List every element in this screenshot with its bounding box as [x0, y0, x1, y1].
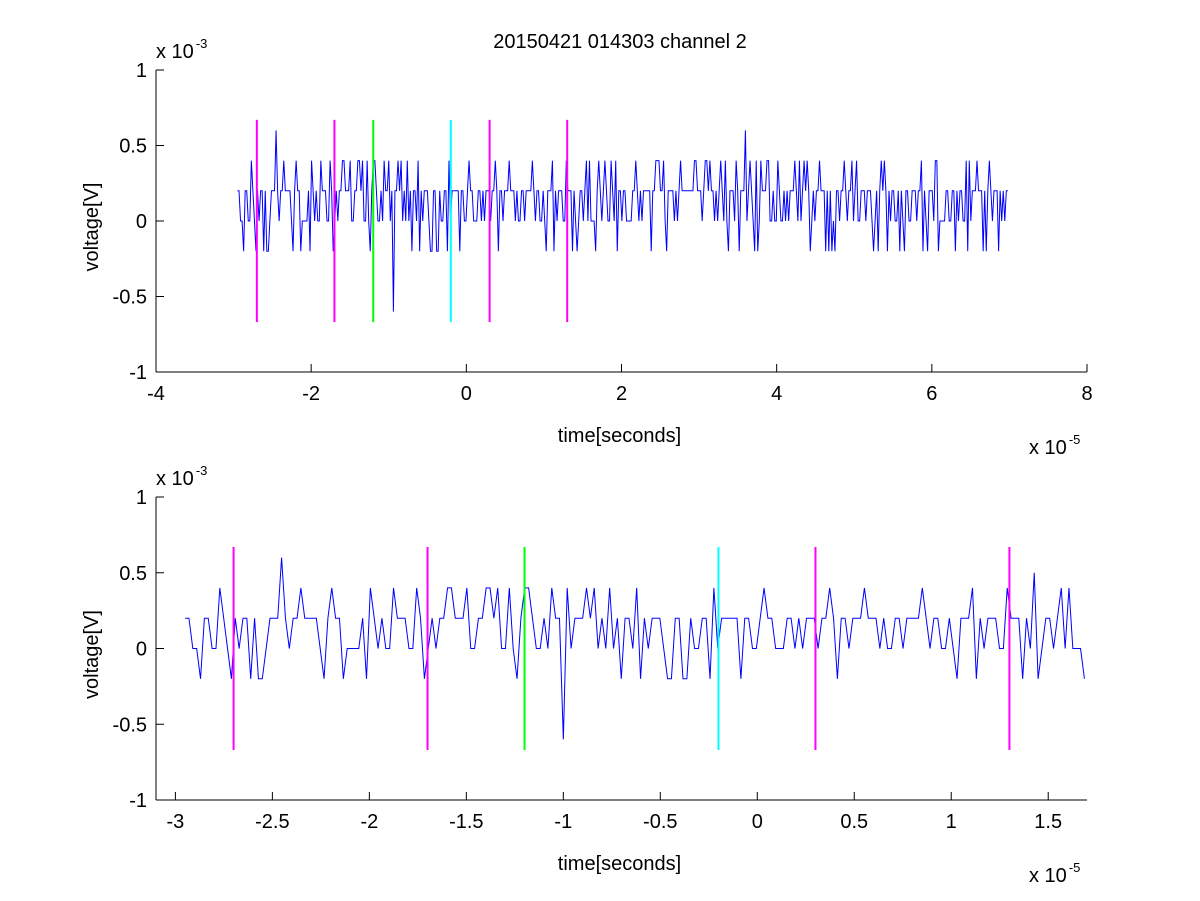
voltage-trace	[237, 130, 1008, 312]
y-tick-label: -1	[129, 790, 147, 812]
x-tick-label: 2	[616, 383, 627, 405]
x-tick-label: -2.5	[255, 811, 289, 833]
x-tick-label: 0.5	[840, 811, 868, 833]
x-tick-label: 0	[461, 383, 472, 405]
figure-title: 20150421 014303 channel 2	[493, 31, 747, 53]
x-multiplier-base: x 10	[1029, 865, 1067, 887]
x-tick-label: -1	[554, 811, 572, 833]
y-multiplier-label: x 10 -3	[156, 36, 207, 63]
y-tick-label: 0.5	[119, 136, 147, 158]
x-tick-label: 0	[752, 811, 763, 833]
y-multiplier-base: x 10	[156, 468, 194, 490]
y-multiplier-label: x 10 -3	[156, 463, 207, 490]
y-multiplier-exponent: -3	[196, 463, 208, 478]
x-tick-label: 6	[926, 383, 937, 405]
x-tick-label: -1.5	[449, 811, 483, 833]
voltage-trace	[185, 557, 1085, 740]
plot-area	[237, 119, 1008, 323]
y-axis-label: voltage[V]	[81, 183, 103, 272]
y-tick-label: -0.5	[113, 714, 147, 736]
x-multiplier-label: x 10 -5	[1029, 860, 1080, 887]
y-axis-label: voltage[V]	[81, 610, 103, 699]
plot-area	[185, 546, 1085, 751]
y-tick-label: -1	[129, 362, 147, 384]
y-tick-label: 1	[136, 487, 147, 509]
x-tick-label: -0.5	[643, 811, 677, 833]
x-tick-label: -3	[166, 811, 184, 833]
x-tick-label: -2	[360, 811, 378, 833]
x-multiplier-exponent: -5	[1069, 860, 1081, 875]
x-multiplier-base: x 10	[1029, 437, 1067, 459]
x-tick-label: -2	[302, 383, 320, 405]
x-multiplier-exponent: -5	[1069, 432, 1081, 447]
y-tick-label: 1	[136, 60, 147, 82]
x-axis-label: time[seconds]	[558, 425, 681, 447]
y-multiplier-base: x 10	[156, 41, 194, 63]
x-axis-label: time[seconds]	[558, 853, 681, 875]
x-tick-label: -4	[147, 383, 165, 405]
y-tick-label: -0.5	[113, 287, 147, 309]
y-tick-label: 0	[136, 211, 147, 233]
x-tick-label: 1.5	[1034, 811, 1062, 833]
plot-top: -4 -2 0 2 4 6 8 -1 -0.5 0 0.5 1 time[seconds] voltage…	[81, 36, 1093, 459]
y-multiplier-exponent: -3	[196, 36, 208, 51]
x-multiplier-label: x 10 -5	[1029, 432, 1080, 459]
y-tick-label: 0.5	[119, 563, 147, 585]
x-tick-label: 1	[946, 811, 957, 833]
y-tick-label: 0	[136, 639, 147, 661]
plot-bottom: -3 -2.5 -2 -1.5 -1 -0.5 0 0.5 1 1.5 -1 -0.5 0 0.5 1 tim…	[81, 463, 1087, 887]
x-tick-label: 4	[771, 383, 782, 405]
x-tick-label: 8	[1081, 383, 1092, 405]
